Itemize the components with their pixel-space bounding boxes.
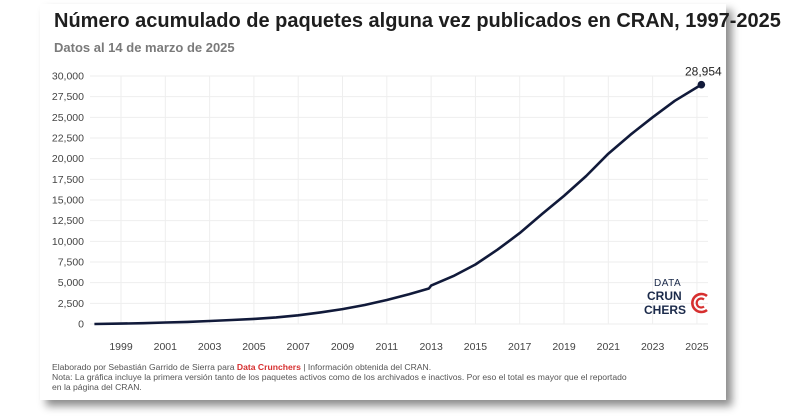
x-tick-label: 2003 — [198, 341, 222, 353]
y-tick-label: 5,000 — [58, 277, 84, 289]
logo-line-2: CRUN — [647, 289, 682, 303]
x-tick-label: 2019 — [552, 341, 576, 353]
footnote-line-1: Elaborado por Sebastián Garrido de Sierr… — [52, 362, 722, 372]
x-tick-label: 2021 — [597, 341, 621, 353]
y-tick-label: 20,000 — [52, 153, 84, 165]
x-tick-label: 2005 — [242, 341, 266, 353]
logo-line-1: DATA — [654, 278, 682, 289]
footnote-source: | Información obtenida del CRAN. — [300, 362, 432, 372]
x-tick-label: 2017 — [508, 341, 532, 353]
grid-lines — [90, 75, 708, 325]
x-tick-label: 2023 — [641, 341, 665, 353]
x-tick-label: 2015 — [464, 341, 488, 353]
y-tick-label: 2,500 — [58, 298, 84, 310]
x-tick-label: 1999 — [109, 341, 133, 353]
chart-subtitle: Datos al 14 de marzo de 2025 — [54, 40, 235, 55]
x-tick-label: 2013 — [419, 341, 443, 353]
end-value-label: 28,954 — [685, 65, 722, 79]
y-tick-label: 17,500 — [52, 174, 84, 186]
logo-c-icon — [691, 292, 708, 314]
y-axis-ticks: 0 2,500 5,000 7,500 10,000 12,500 15,000 17,500… — [52, 71, 84, 331]
x-tick-label: 2011 — [376, 341, 399, 353]
chart-card: Número acumulado de paquetes alguna vez … — [40, 4, 781, 400]
x-tick-label: 2009 — [331, 341, 355, 353]
y-tick-label: 25,000 — [52, 112, 84, 124]
footnote-credit: Elaborado por Sebastián Garrido de Sierr… — [52, 362, 237, 372]
footnote-line-3: en la página del CRAN. — [52, 382, 142, 392]
chart-title: Número acumulado de paquetes alguna vez … — [54, 10, 781, 32]
y-tick-label: 22,500 — [52, 133, 84, 145]
x-tick-label: 2007 — [287, 341, 311, 353]
annotation-layer: 28,954 — [685, 65, 722, 89]
y-tick-label: 15,000 — [52, 195, 84, 207]
line-chart: 0 2,500 5,000 7,500 10,000 12,500 15,000 17,500… — [52, 65, 722, 353]
y-tick-label: 0 — [78, 319, 84, 331]
x-axis-ticks: 1999 2001 2003 2005 2007 2009 2011 2013 2015 2017… — [109, 341, 708, 353]
x-tick-label: 2001 — [154, 341, 178, 353]
logo-line-3: CHERS — [644, 303, 687, 317]
footnote: Elaborado por Sebastián Garrido de Sierr… — [52, 362, 722, 392]
footnote-brand: Data Crunchers — [236, 362, 301, 372]
data-crunchers-logo: DATA CRUN CHERS — [644, 278, 724, 328]
series-line — [94, 83, 703, 326]
x-tick-label: 2025 — [685, 341, 709, 353]
series-layer — [94, 83, 703, 326]
y-tick-label: 12,500 — [52, 215, 84, 227]
y-tick-label: 7,500 — [58, 257, 84, 269]
y-tick-label: 27,500 — [52, 91, 84, 103]
y-tick-label: 10,000 — [52, 236, 84, 248]
end-point-marker — [697, 80, 706, 89]
y-tick-label: 30,000 — [52, 71, 84, 83]
footnote-line-2: Nota: La gráfica incluye la primera vers… — [52, 372, 627, 382]
